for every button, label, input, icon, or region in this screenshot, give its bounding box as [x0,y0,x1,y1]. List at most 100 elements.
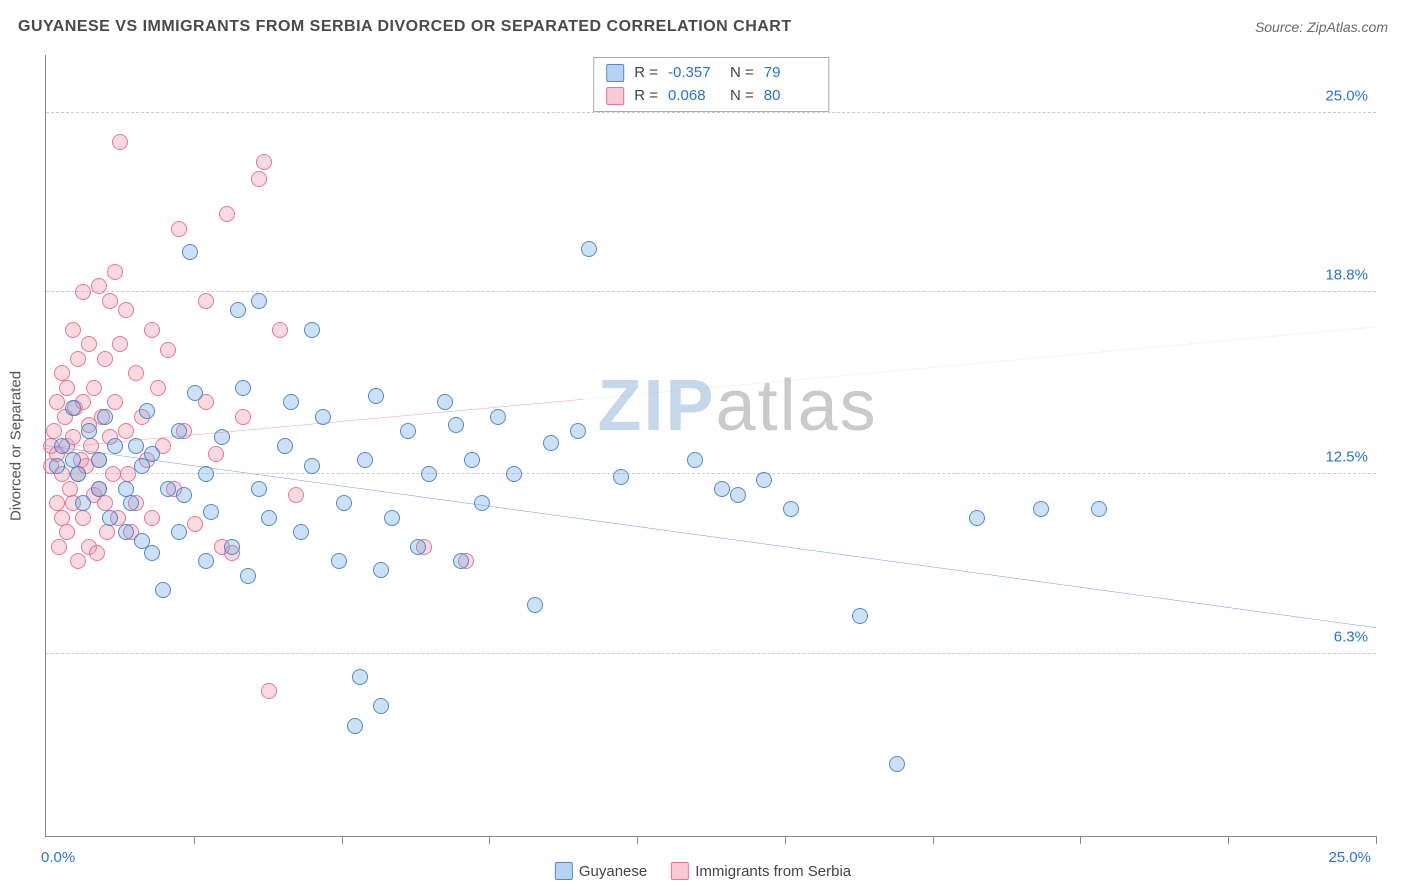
y-tick-label: 25.0% [1325,87,1368,104]
data-point [97,409,113,425]
data-point [261,510,277,526]
data-point [107,438,123,454]
data-point [357,452,373,468]
watermark: ZIPatlas [598,365,878,447]
data-point [208,446,224,462]
legend-label-2: Immigrants from Serbia [695,863,851,880]
data-point [198,293,214,309]
data-point [49,458,65,474]
n-label-2: N = [730,85,754,108]
data-point [203,504,219,520]
data-point [75,510,91,526]
data-point [384,510,400,526]
data-point [219,206,235,222]
data-point [730,487,746,503]
data-point [581,241,597,257]
data-point [99,524,115,540]
data-point [81,336,97,352]
data-point [235,409,251,425]
data-point [123,495,139,511]
data-point [251,293,267,309]
x-axis-min-label: 0.0% [41,849,75,866]
data-point [543,435,559,451]
data-point [687,452,703,468]
data-point [251,481,267,497]
r-value-2: 0.068 [668,85,720,108]
data-point [889,756,905,772]
data-point [474,495,490,511]
y-tick-label: 18.8% [1325,267,1368,284]
legend-swatch-2-icon [671,862,689,880]
data-point [54,438,70,454]
data-point [70,553,86,569]
data-point [139,403,155,419]
swatch-series1-icon [606,64,624,82]
data-point [171,221,187,237]
data-point [144,322,160,338]
data-point [235,380,251,396]
r-label-1: R = [634,62,658,85]
stats-box: R = -0.357 N = 79 R = 0.068 N = 80 [593,57,829,112]
data-point [400,423,416,439]
data-point [75,284,91,300]
data-point [714,481,730,497]
data-point [65,322,81,338]
data-point [198,466,214,482]
data-point [261,683,277,699]
data-point [506,466,522,482]
legend-item-1: Guyanese [555,862,647,880]
data-point [613,469,629,485]
stats-row-1: R = -0.357 N = 79 [606,62,816,85]
r-label-2: R = [634,85,658,108]
legend-label-1: Guyanese [579,863,647,880]
x-tick [637,836,638,844]
legend-item-2: Immigrants from Serbia [671,862,851,880]
data-point [1091,501,1107,517]
data-point [214,429,230,445]
x-tick [933,836,934,844]
data-point [187,516,203,532]
data-point [783,501,799,517]
watermark-atlas: atlas [716,366,878,446]
watermark-zip: ZIP [598,366,716,446]
data-point [283,394,299,410]
gridline [46,112,1376,113]
data-point [144,446,160,462]
data-point [59,524,75,540]
data-point [155,582,171,598]
x-tick [785,836,786,844]
data-point [453,553,469,569]
data-point [107,394,123,410]
x-tick [489,836,490,844]
data-point [112,336,128,352]
data-point [756,472,772,488]
data-point [89,545,105,561]
data-point [277,438,293,454]
data-point [304,458,320,474]
y-axis-title: Divorced or Separated [8,370,25,520]
data-point [251,171,267,187]
data-point [160,342,176,358]
data-point [373,562,389,578]
n-label-1: N = [730,62,754,85]
data-point [150,380,166,396]
data-point [224,539,240,555]
data-point [176,487,192,503]
x-tick [194,836,195,844]
data-point [315,409,331,425]
data-point [102,293,118,309]
data-point [304,322,320,338]
data-point [171,524,187,540]
data-point [112,134,128,150]
data-point [331,553,347,569]
data-point [86,380,102,396]
data-point [969,510,985,526]
data-point [160,481,176,497]
data-point [118,524,134,540]
data-point [437,394,453,410]
data-point [373,698,389,714]
swatch-series2-icon [606,87,624,105]
data-point [81,423,97,439]
data-point [107,264,123,280]
y-tick-label: 12.5% [1325,449,1368,466]
